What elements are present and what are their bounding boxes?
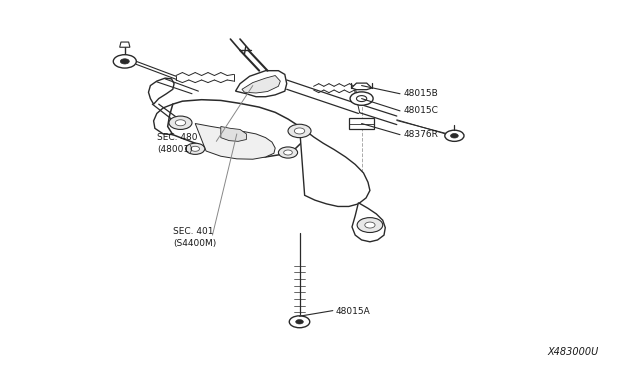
Circle shape xyxy=(356,96,367,102)
Circle shape xyxy=(175,120,186,126)
Text: 48015C: 48015C xyxy=(403,106,438,115)
Polygon shape xyxy=(195,124,275,159)
Circle shape xyxy=(357,218,383,232)
Circle shape xyxy=(120,59,129,64)
Circle shape xyxy=(294,128,305,134)
Text: 48015A: 48015A xyxy=(336,307,371,316)
Circle shape xyxy=(169,116,192,129)
Polygon shape xyxy=(351,83,372,90)
Circle shape xyxy=(296,320,303,324)
Polygon shape xyxy=(148,78,174,104)
Circle shape xyxy=(186,143,205,154)
Polygon shape xyxy=(352,203,385,242)
Polygon shape xyxy=(154,104,192,135)
Text: SEC. 480
(48001): SEC. 480 (48001) xyxy=(157,133,197,154)
Circle shape xyxy=(365,222,375,228)
Circle shape xyxy=(350,92,373,105)
Circle shape xyxy=(191,146,200,151)
Circle shape xyxy=(289,316,310,328)
Polygon shape xyxy=(120,42,130,47)
Circle shape xyxy=(113,55,136,68)
Circle shape xyxy=(278,147,298,158)
Polygon shape xyxy=(300,126,370,206)
Polygon shape xyxy=(349,118,374,129)
Polygon shape xyxy=(221,126,246,141)
Polygon shape xyxy=(242,76,280,93)
Circle shape xyxy=(445,130,464,141)
Circle shape xyxy=(451,134,458,138)
Text: SEC. 401
(S4400M): SEC. 401 (S4400M) xyxy=(173,227,216,248)
Polygon shape xyxy=(168,100,304,157)
Circle shape xyxy=(284,150,292,155)
Text: 48015B: 48015B xyxy=(403,89,438,98)
Text: 48376R: 48376R xyxy=(403,130,438,139)
Circle shape xyxy=(288,124,311,138)
Text: X483000U: X483000U xyxy=(547,347,598,356)
Polygon shape xyxy=(236,71,287,97)
